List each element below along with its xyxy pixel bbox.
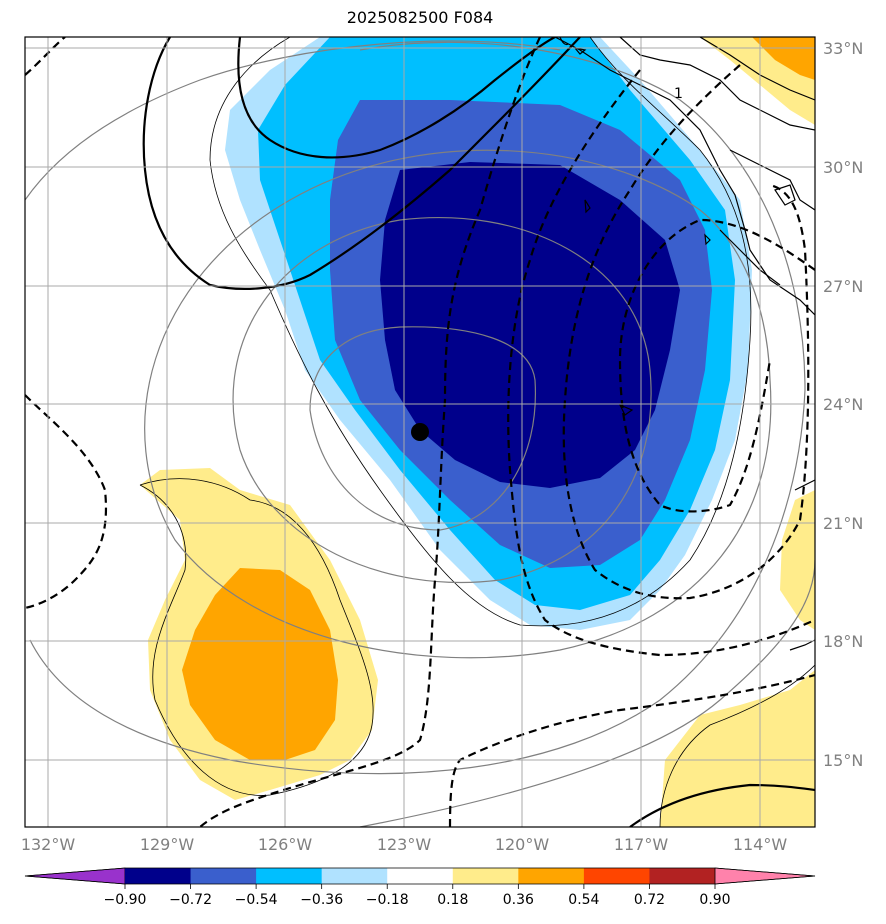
lat-label: 21°N xyxy=(823,514,863,533)
contour-thin-neg xyxy=(209,37,752,627)
colorbar-segment xyxy=(649,868,716,884)
lat-labels: 33°N 30°N 27°N 24°N 21°N 18°N 15°N xyxy=(823,39,863,770)
lat-label: 27°N xyxy=(823,277,863,296)
colorbar-tick-label: −0.18 xyxy=(366,892,409,908)
colorbar-tick-label: −0.54 xyxy=(235,892,278,908)
lon-labels: 132°W 129°W 126°W 123°W 120°W 117°W 114°… xyxy=(21,835,788,854)
colorbar-tick-label: 0.36 xyxy=(503,892,534,908)
solid-contours xyxy=(142,37,815,827)
lon-label: 114°W xyxy=(733,835,788,854)
lat-label: 33°N xyxy=(823,39,863,58)
colorbar-ticks: −0.90 −0.72 −0.54 −0.36 −0.18 0.18 0.36 0.54 0.7… xyxy=(104,884,731,908)
colorbar-segment xyxy=(256,868,323,884)
colorbar-tick-label: −0.90 xyxy=(104,892,147,908)
shade-pos-018-east xyxy=(780,490,815,630)
coastline xyxy=(554,37,815,651)
colorbar-tick-label: 0.54 xyxy=(568,892,599,908)
lat-label: 15°N xyxy=(823,751,863,770)
lon-label: 120°W xyxy=(495,835,550,854)
storm-center-marker xyxy=(411,423,429,441)
colorbar-tick-label: 0.90 xyxy=(699,892,730,908)
lat-label: 18°N xyxy=(823,632,863,651)
lon-label: 126°W xyxy=(258,835,313,854)
colorbar-segment xyxy=(583,868,650,884)
colorbar-extend-max xyxy=(714,867,816,885)
contour-thin-se xyxy=(659,664,815,827)
colorbar-segment xyxy=(125,868,192,884)
gray-contours xyxy=(25,40,815,827)
colorbar-segment xyxy=(321,868,388,884)
shade-neg-072 xyxy=(380,162,680,488)
colorbar-tick-label: 0.72 xyxy=(634,892,665,908)
graticule xyxy=(25,37,815,827)
colorbar-segment xyxy=(518,868,585,884)
colorbar-segment xyxy=(452,868,519,884)
colorbar-segment xyxy=(190,868,257,884)
contour-label: 1 xyxy=(674,86,683,102)
colorbar-tick-label: −0.72 xyxy=(169,892,212,908)
colorbar-extend-min xyxy=(24,867,126,885)
colorbar-segment xyxy=(387,868,454,884)
colorbar-tick-label: 0.18 xyxy=(437,892,468,908)
lon-label: 117°W xyxy=(614,835,669,854)
lon-label: 123°W xyxy=(377,835,432,854)
lat-label: 30°N xyxy=(823,158,863,177)
lat-label: 24°N xyxy=(823,395,863,414)
lon-label: 129°W xyxy=(140,835,195,854)
shade-pos-036-west xyxy=(182,568,338,760)
chart-title: 2025082500 F084 xyxy=(346,8,494,27)
shade-pos-018-se xyxy=(660,670,815,827)
lon-label: 132°W xyxy=(21,835,76,854)
colorbar xyxy=(24,867,816,885)
map-frame xyxy=(24,36,816,828)
colorbar-tick-label: −0.36 xyxy=(300,892,343,908)
